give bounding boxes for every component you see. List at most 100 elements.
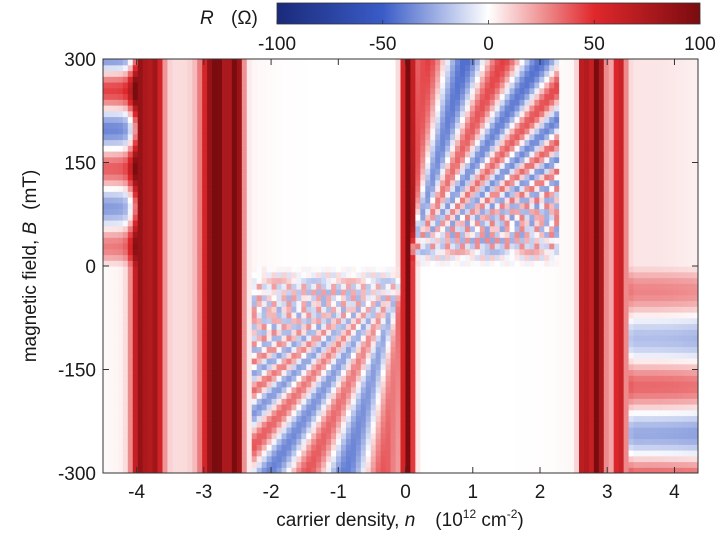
heatmap-cell [157,427,164,434]
heatmap-cell [231,162,238,169]
heatmap-cell [261,220,268,227]
heatmap-cell [405,312,412,319]
heatmap-cell [177,266,183,273]
heatmap-cell [122,128,129,135]
heatmap-cell [241,294,248,302]
heatmap-cell [137,266,144,273]
heatmap-cell [405,358,412,365]
heatmap-cell [410,404,416,411]
heatmap-cell [103,444,109,451]
heatmap-cell [103,128,109,135]
heatmap-cell [360,59,367,66]
heatmap-cell [375,346,382,353]
heatmap-cell [301,70,307,77]
heatmap-cell [192,294,198,302]
heatmap-cell [425,375,431,382]
heatmap-cell [162,409,169,417]
heatmap-cell [266,450,273,457]
heatmap-cell [341,202,347,210]
heatmap-cell [266,82,273,89]
heatmap-cell [127,248,134,256]
heatmap-cell [435,335,441,342]
heatmap-cell [236,369,243,376]
heatmap-cell [222,432,228,440]
heatmap-cell [256,450,263,457]
heatmap-cell [271,99,278,106]
heatmap-cell [122,248,129,256]
heatmap-cell [197,128,203,135]
heatmap-cell [311,346,317,353]
heatmap-cell [301,191,307,198]
heatmap-cell [207,271,213,279]
heatmap-cell [341,179,347,187]
heatmap-cell [410,323,416,330]
heatmap-cell [336,254,342,261]
heatmap-cell [226,225,233,233]
heatmap-cell [350,59,357,66]
heatmap-cell [420,467,426,473]
heatmap-cell [162,70,169,77]
heatmap-cell [256,340,263,348]
heatmap-cell [365,409,372,417]
heatmap-cell [246,168,253,175]
heatmap-cell [197,450,203,457]
heatmap-cell [182,191,188,198]
heatmap-cell [405,392,412,399]
heatmap-cell [440,289,446,296]
heatmap-cell [430,99,436,106]
heatmap-cell [286,444,293,451]
heatmap-cell [296,461,302,468]
heatmap-cell [281,87,288,95]
heatmap-cell [187,404,193,411]
heatmap-cell [296,294,302,302]
heatmap-cell [261,421,268,428]
heatmap-cell [236,202,243,210]
heatmap-cell [192,179,198,187]
heatmap-cell [331,191,337,198]
heatmap-cell [286,156,293,164]
heatmap-cell [207,179,213,187]
heatmap-cell [281,409,288,417]
heatmap-cell [127,455,134,463]
heatmap-cell [350,455,357,463]
heatmap-cell [410,421,416,428]
heatmap-cell [241,277,248,284]
heatmap-cell [316,110,322,118]
heatmap-cell [147,432,154,440]
heatmap-cell [291,191,297,198]
heatmap-cell [197,346,203,353]
heatmap-cell [341,248,347,256]
heatmap-cell [430,197,436,204]
heatmap-cell [380,358,387,365]
heatmap-cell [217,450,223,457]
heatmap-cell [107,312,114,319]
heatmap-cell [286,214,293,221]
heatmap-cell [355,59,362,66]
heatmap-cell [400,352,407,359]
heatmap-cell [281,93,288,100]
heatmap-cell [162,450,169,457]
heatmap-cell [301,277,307,284]
heatmap-cell [157,386,164,394]
heatmap-cell [217,110,223,118]
heatmap-cell [207,248,213,256]
heatmap-cell [311,392,317,399]
heatmap-cell [440,99,446,106]
heatmap-cell [177,145,183,152]
heatmap-cell [246,156,253,164]
heatmap-cell [380,87,387,95]
heatmap-cell [117,156,124,164]
heatmap-cell [197,145,203,152]
heatmap-cell [341,306,347,313]
heatmap-cell [167,432,174,440]
heatmap-cell [231,363,238,371]
heatmap-cell [236,335,243,342]
heatmap-cell [241,312,248,319]
heatmap-cell [365,277,372,284]
heatmap-cell [345,82,352,89]
heatmap-cell [316,450,322,457]
heatmap-cell [311,145,317,152]
heatmap-cell [212,323,218,330]
heatmap-cell [405,231,412,238]
heatmap-cell [162,306,169,313]
